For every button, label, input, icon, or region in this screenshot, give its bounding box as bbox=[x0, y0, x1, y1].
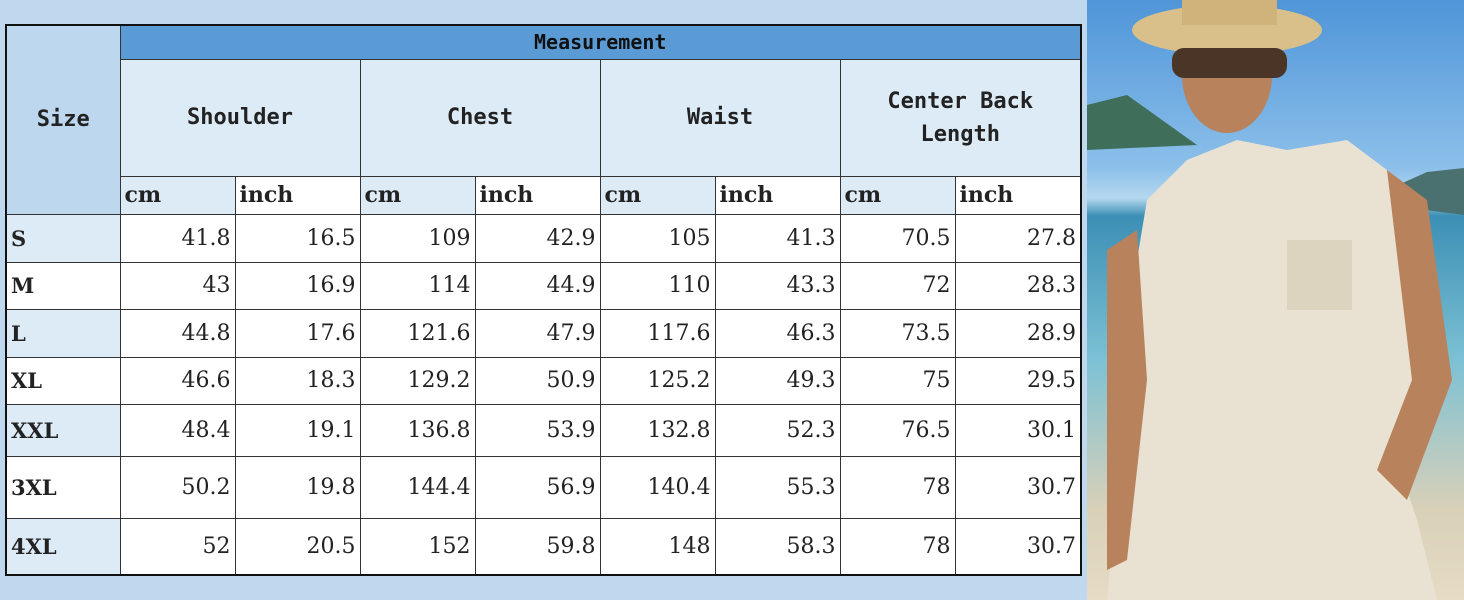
value-cell: 105 bbox=[599, 213, 716, 263]
value-cell: 44.9 bbox=[474, 261, 601, 310]
unit-cm: cm bbox=[599, 175, 716, 215]
value-cell: 46.3 bbox=[714, 308, 841, 358]
value-cell: 76.5 bbox=[839, 403, 956, 457]
table-row: 4XL 52 20.5 152 59.8 148 58.3 78 30.7 bbox=[5, 517, 1082, 576]
value-cell: 78 bbox=[839, 455, 956, 519]
size-cell: S bbox=[5, 213, 121, 263]
shirt bbox=[1107, 140, 1437, 600]
value-cell: 75 bbox=[839, 356, 956, 405]
value-cell: 50.2 bbox=[119, 455, 236, 519]
value-cell: 43.3 bbox=[714, 261, 841, 310]
value-cell: 148 bbox=[599, 517, 716, 576]
value-cell: 44.8 bbox=[119, 308, 236, 358]
value-cell: 27.8 bbox=[954, 213, 1082, 263]
value-cell: 52 bbox=[119, 517, 236, 576]
value-cell: 49.3 bbox=[714, 356, 841, 405]
value-cell: 47.9 bbox=[474, 308, 601, 358]
measurement-header: Measurement bbox=[119, 24, 1082, 60]
chest-header: Chest bbox=[359, 58, 601, 177]
left-arm bbox=[1107, 230, 1147, 570]
value-cell: 58.3 bbox=[714, 517, 841, 576]
unit-cm: cm bbox=[839, 175, 956, 215]
size-chart-table: Size Measurement Shoulder Chest Waist Ce… bbox=[5, 24, 1082, 576]
value-cell: 16.9 bbox=[234, 261, 361, 310]
value-cell: 41.3 bbox=[714, 213, 841, 263]
table-row: M 43 16.9 114 44.9 110 43.3 72 28.3 bbox=[5, 261, 1082, 310]
value-cell: 132.8 bbox=[599, 403, 716, 457]
value-cell: 144.4 bbox=[359, 455, 476, 519]
value-cell: 117.6 bbox=[599, 308, 716, 358]
size-cell: L bbox=[5, 308, 121, 358]
value-cell: 41.8 bbox=[119, 213, 236, 263]
value-cell: 46.6 bbox=[119, 356, 236, 405]
value-cell: 16.5 bbox=[234, 213, 361, 263]
model-photo bbox=[1087, 0, 1464, 600]
value-cell: 19.8 bbox=[234, 455, 361, 519]
unit-inch: inch bbox=[234, 175, 361, 215]
value-cell: 42.9 bbox=[474, 213, 601, 263]
value-cell: 30.1 bbox=[954, 403, 1082, 457]
mountain-left bbox=[1087, 95, 1197, 150]
value-cell: 29.5 bbox=[954, 356, 1082, 405]
value-cell: 20.5 bbox=[234, 517, 361, 576]
size-cell: 4XL bbox=[5, 517, 121, 576]
value-cell: 30.7 bbox=[954, 517, 1082, 576]
value-cell: 109 bbox=[359, 213, 476, 263]
value-cell: 53.9 bbox=[474, 403, 601, 457]
value-cell: 72 bbox=[839, 261, 956, 310]
size-cell: XL bbox=[5, 356, 121, 405]
value-cell: 121.6 bbox=[359, 308, 476, 358]
unit-inch: inch bbox=[954, 175, 1082, 215]
value-cell: 55.3 bbox=[714, 455, 841, 519]
right-arm bbox=[1377, 170, 1452, 500]
value-cell: 59.8 bbox=[474, 517, 601, 576]
unit-cm: cm bbox=[359, 175, 476, 215]
value-cell: 28.3 bbox=[954, 261, 1082, 310]
value-cell: 152 bbox=[359, 517, 476, 576]
value-cell: 125.2 bbox=[599, 356, 716, 405]
value-cell: 73.5 bbox=[839, 308, 956, 358]
value-cell: 136.8 bbox=[359, 403, 476, 457]
value-cell: 140.4 bbox=[599, 455, 716, 519]
table-row: 3XL 50.2 19.8 144.4 56.9 140.4 55.3 78 30.7 bbox=[5, 455, 1082, 519]
size-cell: XXL bbox=[5, 403, 121, 457]
table-row: L 44.8 17.6 121.6 47.9 117.6 46.3 73.5 28.9 bbox=[5, 308, 1082, 358]
table-row: S 41.8 16.5 109 42.9 105 41.3 70.5 27.8 bbox=[5, 213, 1082, 263]
center-back-length-header: Center Back Length bbox=[839, 58, 1082, 177]
value-cell: 28.9 bbox=[954, 308, 1082, 358]
table-row: XXL 48.4 19.1 136.8 53.9 132.8 52.3 76.5 30.1 bbox=[5, 403, 1082, 457]
value-cell: 30.7 bbox=[954, 455, 1082, 519]
size-cell: M bbox=[5, 261, 121, 310]
size-header: Size bbox=[5, 24, 121, 215]
value-cell: 110 bbox=[599, 261, 716, 310]
table-row: XL 46.6 18.3 129.2 50.9 125.2 49.3 75 29.5 bbox=[5, 356, 1082, 405]
value-cell: 50.9 bbox=[474, 356, 601, 405]
unit-inch: inch bbox=[474, 175, 601, 215]
value-cell: 18.3 bbox=[234, 356, 361, 405]
value-cell: 52.3 bbox=[714, 403, 841, 457]
waist-header: Waist bbox=[599, 58, 841, 177]
value-cell: 19.1 bbox=[234, 403, 361, 457]
value-cell: 129.2 bbox=[359, 356, 476, 405]
pocket bbox=[1287, 240, 1352, 310]
value-cell: 70.5 bbox=[839, 213, 956, 263]
shoulder-header: Shoulder bbox=[119, 58, 361, 177]
sunglasses bbox=[1172, 48, 1287, 78]
value-cell: 56.9 bbox=[474, 455, 601, 519]
value-cell: 17.6 bbox=[234, 308, 361, 358]
hat-crown bbox=[1182, 0, 1277, 25]
value-cell: 78 bbox=[839, 517, 956, 576]
value-cell: 114 bbox=[359, 261, 476, 310]
unit-inch: inch bbox=[714, 175, 841, 215]
value-cell: 48.4 bbox=[119, 403, 236, 457]
value-cell: 43 bbox=[119, 261, 236, 310]
size-cell: 3XL bbox=[5, 455, 121, 519]
unit-cm: cm bbox=[119, 175, 236, 215]
